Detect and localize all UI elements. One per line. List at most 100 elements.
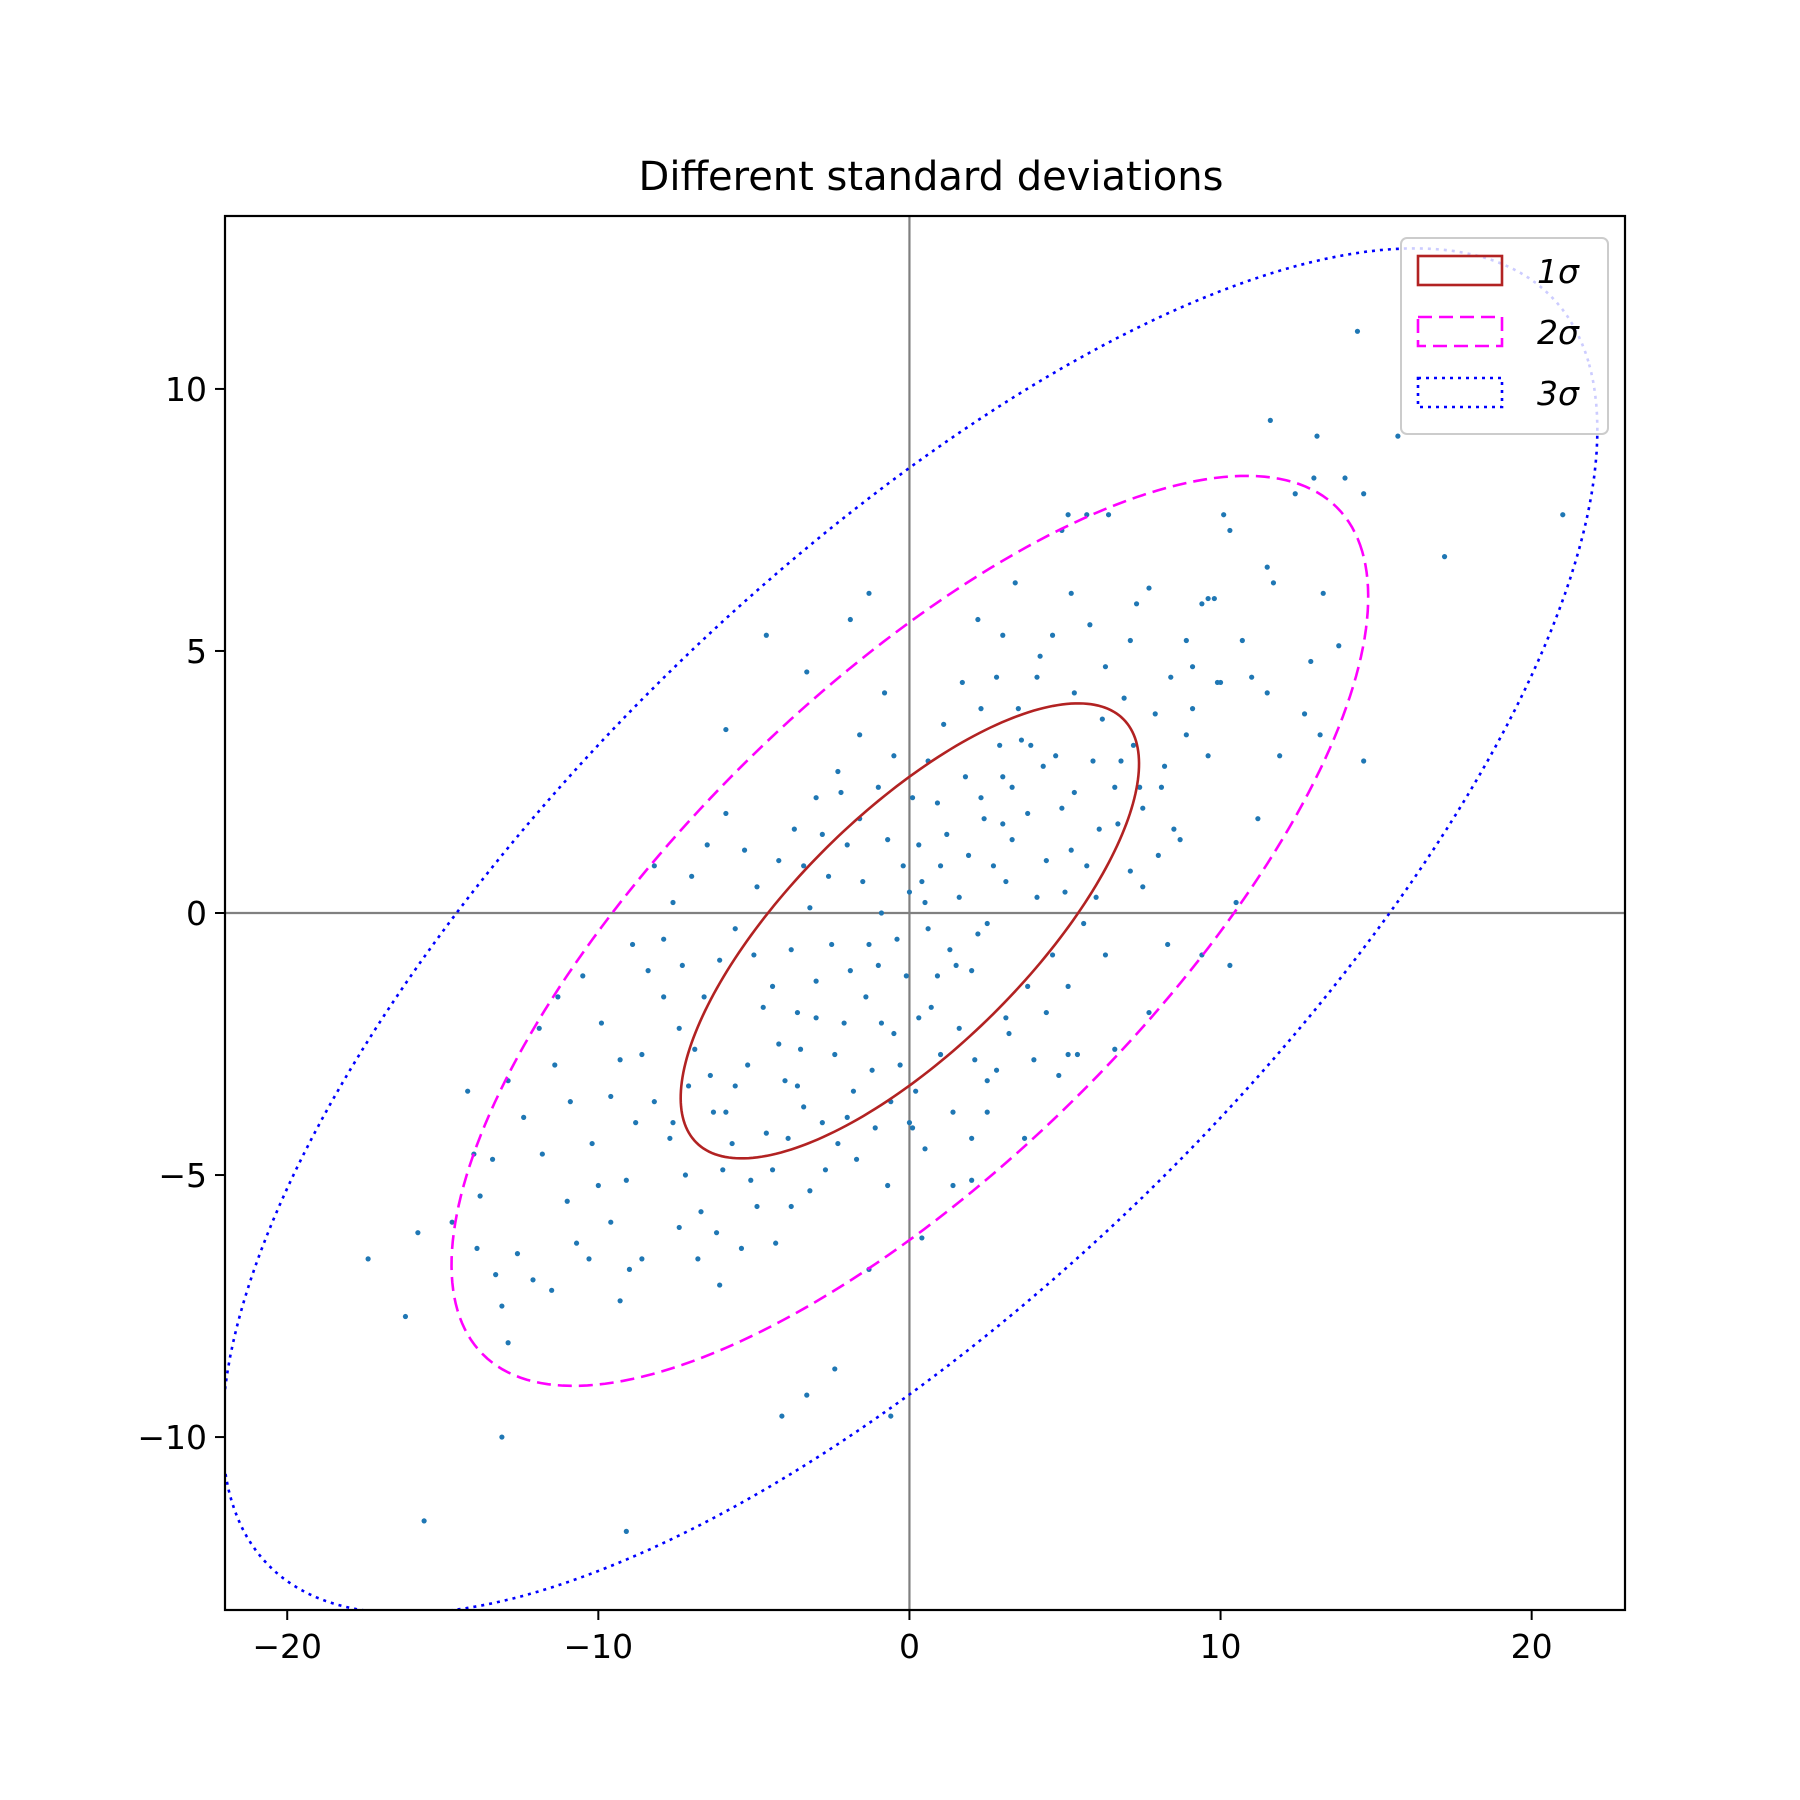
scatter-point (1074, 1051, 1081, 1058)
scatter-point (993, 674, 1000, 680)
scatter-point (710, 1109, 717, 1115)
x-tick-label: −20 (252, 1627, 322, 1666)
scatter-point (919, 878, 925, 885)
ellipse-1-sigma (679, 702, 1141, 1160)
scatter-point (959, 679, 965, 686)
scatter-point (1308, 658, 1314, 665)
scatter-point (956, 1025, 962, 1031)
scatter-point (835, 768, 841, 775)
scatter-point (1043, 1009, 1049, 1016)
scatter-point (1040, 763, 1046, 769)
scatter-point (493, 1272, 499, 1278)
scatter-point (950, 1109, 956, 1115)
scatter-point (969, 968, 975, 974)
scatter-point (449, 1219, 455, 1225)
scatter-point (645, 968, 651, 974)
scatter-point (916, 1015, 922, 1021)
scatter-point (1031, 1057, 1037, 1063)
scatter-point (950, 1182, 956, 1189)
scatter-point (1068, 847, 1074, 853)
scatter-point (866, 590, 872, 596)
scatter-point (919, 1235, 925, 1241)
scatter-point (875, 962, 881, 969)
scatter-point (692, 1046, 698, 1052)
scatter-point (1133, 601, 1140, 607)
chart-title: Different standard deviations (639, 154, 1224, 200)
scatter-point (623, 1528, 629, 1534)
scatter-point (514, 1251, 521, 1257)
scatter-point (760, 1004, 766, 1010)
scatter-point (1361, 491, 1367, 497)
scatter-point (1112, 1046, 1118, 1052)
scatter-point (794, 1083, 801, 1089)
scatter-point (832, 1366, 838, 1372)
scatter-point (732, 926, 738, 932)
y-tick-label: 5 (186, 632, 207, 671)
scatter-point (365, 1256, 371, 1262)
scatter-point (937, 863, 944, 869)
scatter-point (875, 784, 881, 790)
scatter-point (608, 1219, 614, 1225)
scatter-point (1099, 716, 1105, 722)
scatter-point (1140, 884, 1146, 890)
scatter-point (499, 1303, 505, 1309)
scatter-point (661, 936, 667, 942)
scatter-point (913, 1088, 919, 1094)
scatter-point (670, 899, 676, 906)
scatter-point (1152, 711, 1158, 717)
scatter-point (1000, 821, 1006, 827)
scatter-point (1065, 983, 1071, 989)
scatter-point (651, 863, 657, 869)
x-tick-label: −10 (564, 1627, 634, 1666)
scatter-point (1025, 810, 1031, 817)
scatter-point (521, 1114, 527, 1120)
scatter-point (934, 973, 941, 979)
scatter-point (1053, 753, 1059, 759)
scatter-point (978, 706, 984, 712)
scatter-point (1161, 763, 1168, 769)
scatter-point (1062, 889, 1068, 895)
scatter-point (773, 1240, 779, 1246)
scatter-point (984, 1109, 990, 1115)
scatter-point (975, 616, 981, 623)
scatter-point (477, 1193, 483, 1199)
scatter-point (860, 878, 866, 885)
scatter-point (981, 816, 987, 822)
x-tick-label: 20 (1511, 1627, 1553, 1666)
scatter-point (1221, 512, 1227, 518)
scatter-point (1043, 857, 1049, 864)
scatter-point (903, 973, 909, 979)
scatter-point (878, 1020, 885, 1026)
scatter-point (402, 1313, 409, 1320)
scatter-point (857, 732, 863, 738)
scatter-point (984, 920, 990, 927)
scatter-point (717, 957, 723, 963)
scatter-point (536, 1025, 542, 1031)
scatter-point (990, 863, 997, 869)
scatter-point (626, 1266, 633, 1272)
scatter-point (934, 800, 941, 806)
scatter-point (1049, 632, 1056, 638)
scatter-point (972, 1057, 978, 1063)
scatter-point (1137, 784, 1143, 790)
scatter-point (975, 931, 981, 937)
scatter-point (1255, 816, 1261, 822)
scatter-point (782, 1078, 788, 1084)
scatter-point (822, 1167, 829, 1173)
scatter-point (965, 852, 972, 858)
scatter-point (751, 952, 757, 958)
scatter-point (844, 842, 850, 848)
scatter-point (819, 1120, 825, 1126)
scatter-point (1000, 774, 1006, 780)
scatter-point (623, 1177, 629, 1183)
scatter-point (695, 1256, 701, 1262)
scatter-point (717, 1282, 723, 1288)
scatter-point (937, 1051, 944, 1058)
scatter-point (807, 1188, 813, 1194)
scatter-point (549, 1287, 555, 1293)
ellipse-3-sigma (225, 247, 1599, 1610)
scatter-point (732, 1083, 738, 1089)
scatter-point (617, 1298, 623, 1304)
x-axis: −20 −10 0 10 20 (252, 1610, 1553, 1666)
scatter-point (1071, 789, 1077, 796)
